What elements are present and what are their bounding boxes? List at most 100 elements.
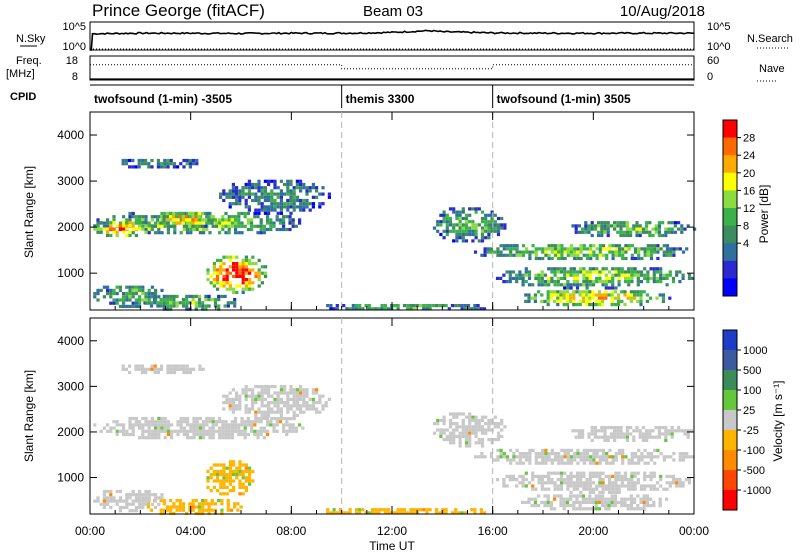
heatmap-cell <box>574 230 578 234</box>
heatmap-cell <box>210 499 214 503</box>
heatmap-cell <box>572 290 576 294</box>
heatmap-cell <box>259 420 263 424</box>
heatmap-cell <box>474 210 478 214</box>
heatmap-cell <box>222 401 226 405</box>
heatmap-cell <box>195 158 199 163</box>
heatmap-cell <box>188 162 192 166</box>
heatmap-cell <box>509 458 513 462</box>
heatmap-cell <box>664 435 668 439</box>
heatmap-cell <box>605 458 609 462</box>
heatmap-cell <box>213 301 218 305</box>
heatmap-cell <box>635 233 639 238</box>
heatmap-cell <box>566 461 570 465</box>
heatmap-cell <box>128 165 132 169</box>
heatmap-cell <box>122 292 126 296</box>
heatmap-cell <box>556 471 560 475</box>
heatmap-cell <box>251 192 255 196</box>
heatmap-cell <box>141 227 145 231</box>
heatmap-cell <box>436 422 440 426</box>
heatmap-cell <box>212 281 216 285</box>
freq-panel-frame <box>89 55 695 81</box>
heatmap-cell <box>188 301 192 305</box>
heatmap-cell <box>553 293 557 297</box>
heatmap-cell <box>318 202 322 206</box>
heatmap-cell <box>112 218 116 222</box>
heatmap-cell <box>458 223 462 227</box>
heatmap-cell <box>273 404 277 408</box>
heatmap-cell <box>477 455 481 459</box>
heatmap-cell <box>448 207 453 211</box>
heatmap-cell <box>221 429 225 433</box>
heatmap-cell <box>646 247 650 251</box>
heatmap-cell <box>480 428 485 432</box>
heatmap-cell <box>524 484 528 488</box>
heatmap-cell <box>263 192 267 196</box>
heatmap-cell <box>665 247 670 251</box>
heatmap-cell <box>566 452 570 456</box>
heatmap-cell <box>289 385 293 389</box>
heatmap-cell <box>525 250 529 254</box>
heatmap-cell <box>639 280 644 284</box>
heatmap-cell <box>176 165 180 169</box>
heatmap-cell <box>237 432 241 437</box>
heatmap-cell <box>550 267 554 271</box>
heatmap-cell <box>272 221 276 225</box>
heatmap-cell <box>254 198 258 203</box>
heatmap-cell <box>543 273 548 277</box>
heatmap-cell <box>521 478 525 482</box>
heatmap-cell <box>263 179 267 183</box>
heatmap-cell <box>206 479 210 483</box>
heatmap-cell <box>458 210 462 214</box>
heatmap-cell <box>128 420 132 424</box>
heatmap-cell <box>186 416 190 421</box>
heatmap-cell <box>667 429 671 433</box>
heatmap-cell <box>150 367 154 371</box>
heatmap-cell <box>131 231 135 235</box>
heatmap-cell <box>219 485 223 489</box>
heatmap-cell <box>159 511 163 515</box>
heatmap-cell <box>131 499 135 503</box>
heatmap-cell <box>402 508 407 512</box>
heatmap-cell <box>579 484 583 488</box>
heatmap-cell <box>128 233 132 238</box>
heatmap-cell <box>458 232 462 237</box>
heatmap-cell <box>186 420 190 424</box>
heatmap-cell <box>279 205 283 209</box>
heatmap-cell <box>176 429 180 433</box>
heatmap-cell <box>603 435 607 439</box>
heatmap-cell <box>474 441 478 445</box>
heatmap-cell <box>575 497 579 501</box>
heatmap-cell <box>585 293 589 297</box>
heatmap-cell <box>655 296 659 300</box>
heatmap-cell <box>194 211 198 216</box>
heatmap-cell <box>169 364 173 368</box>
heatmap-cell <box>572 293 576 297</box>
heatmap-cell <box>208 420 212 424</box>
heatmap-cell <box>643 471 647 475</box>
heatmap-cell <box>473 508 477 512</box>
heatmap-cell <box>557 452 561 456</box>
heatmap-cell <box>622 224 626 228</box>
heatmap-cell <box>169 499 173 503</box>
heatmap-cell <box>315 195 319 199</box>
heatmap-cell <box>627 481 631 485</box>
heatmap-cell <box>616 432 620 436</box>
heatmap-cell <box>635 221 639 225</box>
heatmap-cell <box>227 215 231 219</box>
heatmap-cell <box>175 499 179 503</box>
heatmap-cell <box>454 304 458 308</box>
heatmap-cell <box>228 195 232 199</box>
heatmap-cell <box>468 418 472 422</box>
heatmap-cell <box>251 391 255 395</box>
heatmap-cell <box>611 286 615 290</box>
heatmap-cell <box>617 478 621 482</box>
heatmap-cell <box>687 481 692 485</box>
heatmap-cell <box>118 509 122 513</box>
heatmap-cell <box>495 276 500 280</box>
heatmap-cell <box>623 478 628 482</box>
heatmap-cell <box>260 394 264 398</box>
heatmap-cell <box>191 221 195 225</box>
heatmap-cell <box>232 469 236 473</box>
heatmap-cell <box>266 432 270 437</box>
heatmap-cell <box>487 438 491 442</box>
